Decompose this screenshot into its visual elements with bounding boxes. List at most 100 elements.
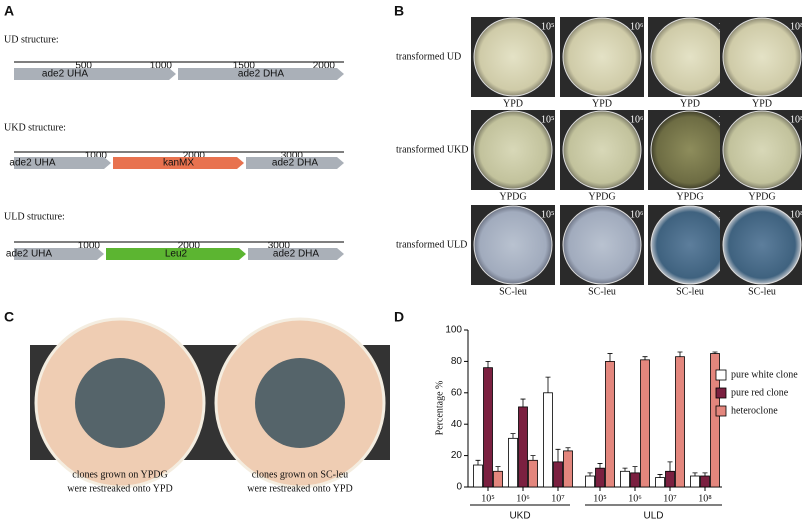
legend-label: pure red clone [731, 387, 789, 398]
bar [655, 477, 665, 488]
caption: were restreaked onto YPD [67, 483, 172, 494]
structure-title: UD structure: [4, 34, 59, 45]
x-tick-label: 10⁶ [516, 493, 530, 504]
dilution-label: 10⁶ [630, 209, 644, 220]
plate [562, 17, 642, 97]
group-label: ULD [643, 511, 663, 522]
bar [640, 359, 650, 488]
row-label: transformed ULD [396, 239, 467, 250]
bar [528, 459, 538, 488]
segment-label: ade2 DHA [273, 249, 319, 260]
segment-arrow [14, 157, 111, 169]
medium-label: YPD [680, 98, 700, 109]
error-bar [667, 461, 673, 472]
dilution-label: 10⁵ [541, 21, 555, 32]
error-bar [597, 463, 603, 469]
error-bar [565, 447, 571, 451]
error-bar [692, 472, 698, 477]
x-tick-label: 10⁵ [481, 493, 495, 504]
medium-label: YPDG [748, 191, 775, 202]
error-bar [632, 466, 638, 473]
medium-label: SC-leu [748, 286, 776, 297]
medium-label: YPDG [499, 191, 526, 202]
legend-label: heteroclone [731, 405, 778, 416]
dilution-label: 10⁸ [790, 21, 802, 32]
panel-label: A [4, 3, 14, 19]
x-tick-label: 10⁷ [551, 493, 565, 504]
y-tick-label: 80 [451, 356, 463, 367]
bar [675, 356, 685, 488]
plate [722, 205, 802, 285]
panel-label: C [4, 309, 14, 325]
y-tick-label: 100 [445, 325, 462, 336]
segment-label: ade2 UHA [9, 158, 55, 169]
bar [700, 475, 710, 488]
error-bar [712, 351, 718, 354]
scale-tick: 2000 [183, 151, 206, 162]
caption: clones grown on SC-leu [252, 469, 348, 480]
caption: were restreaked onto YPD [247, 483, 352, 494]
bar [605, 360, 615, 488]
bar [518, 406, 528, 488]
medium-label: YPD [503, 98, 523, 109]
segment-label: Leu2 [165, 249, 188, 260]
panel-label: D [394, 309, 404, 325]
structure-title: UKD structure: [4, 122, 66, 133]
error-bar [520, 398, 526, 407]
segment-arrow [248, 248, 344, 260]
dilution-label: 10⁸ [790, 209, 802, 220]
legend-label: pure white clone [731, 369, 798, 380]
medium-label: SC-leu [499, 286, 527, 297]
segment-arrow [14, 68, 176, 80]
medium-label: SC-leu [588, 286, 616, 297]
error-bar [475, 459, 481, 466]
x-tick-label: 10⁶ [628, 493, 642, 504]
legend-swatch [715, 369, 727, 381]
medium-label: SC-leu [676, 286, 704, 297]
segment-arrow [14, 248, 104, 260]
dilution-label: 10⁶ [630, 21, 644, 32]
y-tick-label: 60 [451, 387, 463, 398]
dilution-label: 10⁵ [541, 209, 555, 220]
scale-tick: 1000 [85, 151, 108, 162]
bar [630, 472, 640, 488]
error-bar [485, 361, 491, 368]
error-bar [677, 351, 683, 357]
segment-arrow [106, 248, 246, 260]
dilution-label: 10⁶ [630, 114, 644, 125]
x-tick-label: 10⁸ [698, 493, 712, 504]
segment-arrow [178, 68, 344, 80]
bar [690, 475, 700, 488]
panel-label: B [394, 3, 404, 19]
error-bar [495, 466, 501, 472]
scale-tick: 2000 [313, 61, 336, 72]
segment-label: ade2 UHA [42, 69, 88, 80]
bar [553, 461, 563, 488]
y-tick-label: 20 [451, 450, 463, 461]
scale-tick: 1000 [150, 61, 173, 72]
segment-label: kanMX [163, 158, 194, 169]
plate [722, 110, 802, 190]
plate [473, 205, 553, 285]
x-tick-label: 10⁵ [593, 493, 607, 504]
segment-arrow [246, 157, 344, 169]
segment-label: ade2 DHA [272, 158, 318, 169]
bar [585, 475, 595, 488]
bar [508, 437, 518, 488]
scale-tick: 2000 [178, 241, 201, 252]
segment-label: ade2 UHA [6, 249, 52, 260]
plate-center [255, 358, 345, 448]
dilution-label: 10⁵ [541, 114, 555, 125]
scale-tick: 3000 [268, 241, 291, 252]
error-bar [510, 433, 516, 439]
plate [473, 110, 553, 190]
plate [473, 17, 553, 97]
medium-label: YPDG [676, 191, 703, 202]
bar [563, 450, 573, 488]
plate [562, 205, 642, 285]
error-bar [642, 356, 648, 360]
segment-label: ade2 DHA [238, 69, 284, 80]
row-label: transformed UKD [396, 144, 468, 155]
plate-center [75, 358, 165, 448]
